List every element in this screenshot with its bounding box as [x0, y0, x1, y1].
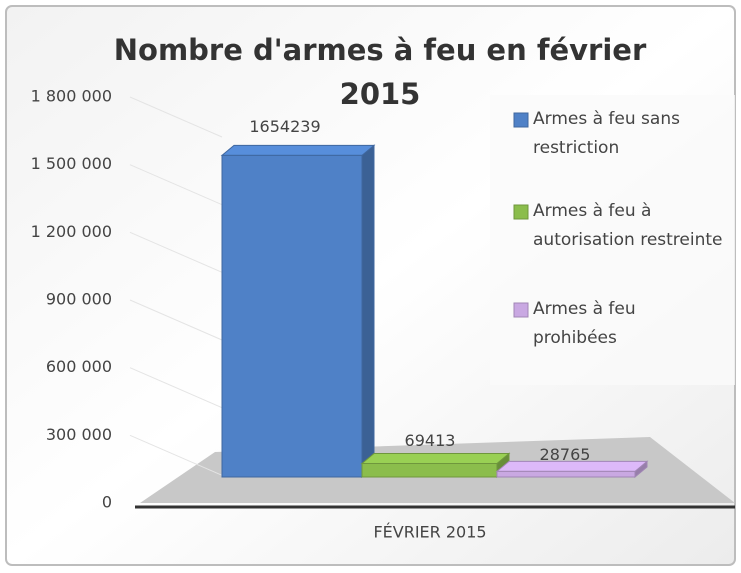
legend-label: Armes à feu sans restriction [533, 109, 680, 158]
chart-title: Nombre d'armes à feu en février 2015 [113, 33, 647, 111]
bar [360, 452, 511, 479]
value-label: 28765 [540, 445, 591, 464]
grid-line [129, 164, 223, 206]
bar [220, 144, 376, 479]
y-tick-label: 300 000 [46, 425, 112, 444]
bar [495, 460, 649, 479]
y-tick-label: 1 200 000 [31, 222, 112, 241]
legend-swatch [513, 112, 529, 128]
grid-line [129, 96, 223, 138]
y-tick-label: 1 800 000 [31, 87, 112, 106]
grid-line [129, 231, 223, 273]
x-tick-label: FÉVRIER 2015 [373, 523, 486, 542]
y-tick-label: 1 500 000 [31, 154, 112, 173]
y-tick-label: 900 000 [46, 290, 112, 309]
bar-front [496, 470, 636, 478]
y-tick-label: 0 [102, 493, 112, 512]
bar-side [361, 144, 375, 479]
grid-line [129, 299, 223, 341]
bar-top [360, 453, 511, 465]
legend-label: Armes à feu à autorisation restreinte [533, 201, 723, 250]
legend-swatch [513, 204, 529, 220]
bar-front [221, 154, 363, 478]
legend-swatch [513, 302, 529, 318]
bar-front [361, 463, 498, 478]
value-label: 1654239 [249, 117, 320, 136]
legend-label: Armes à feu prohibées [533, 299, 636, 348]
grid-line [129, 367, 223, 409]
legend-box [490, 95, 735, 385]
bar-top [220, 144, 376, 156]
value-label: 69413 [405, 431, 456, 450]
grid-line [129, 434, 223, 476]
y-tick-label: 600 000 [46, 357, 112, 376]
